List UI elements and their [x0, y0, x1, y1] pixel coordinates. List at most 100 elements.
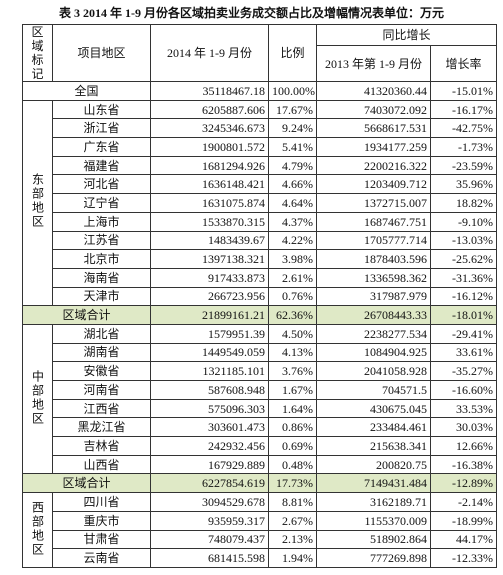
cell: 1449549.059 — [150, 342, 269, 363]
data-row: 东部地区 山东省 6205887.606 17.67% 7403072.092 -16.1… — [22, 99, 498, 307]
cell: -29.41% — [429, 323, 498, 344]
cell: 303601.473 — [150, 417, 269, 438]
cell: 1631075.874 — [150, 193, 269, 213]
area-name: 江西省 — [52, 398, 151, 419]
cell: 1636148.421 — [150, 174, 269, 195]
cell: -12.89% — [429, 473, 498, 494]
area-name: 吉林省 — [52, 436, 151, 456]
cell: 0.69% — [268, 436, 317, 456]
cell: -13.03% — [429, 230, 498, 251]
cell: 2.67% — [268, 510, 317, 531]
region-cell: 中部地区 — [22, 323, 53, 475]
cell: 1084904.925 — [316, 342, 431, 363]
table-head: 区域标记 项目地区 2014 年 1-9 月份 比例 同比增长 2013 年第 … — [22, 23, 498, 82]
cell: 1321185.101 — [150, 361, 269, 381]
header-cell: 2014 年 1-9 月份 — [150, 24, 269, 82]
cell: 33.53% — [429, 398, 498, 419]
area-name: 湖北省 — [52, 323, 151, 344]
header-cell: 2013 年第 1-9 月份 — [316, 45, 431, 82]
data-row: 海南省 917433.873 2.61% 1336598.362 -31.36% — [23, 267, 498, 288]
cell: 7149431.484 — [316, 473, 431, 494]
cell: 3.76% — [268, 361, 317, 381]
cell: -2.14% — [429, 492, 498, 512]
cell: -18.01% — [429, 305, 498, 325]
data-row: 广东省 1900801.572 5.41% 1934177.259 -1.73% — [23, 137, 498, 157]
cell: 1483439.67 — [150, 230, 269, 251]
data-row: 黑龙江省 303601.473 0.86% 233484.461 30.03% — [23, 417, 498, 438]
cell: 3162189.71 — [316, 492, 431, 512]
header-cell: 比例 — [268, 24, 317, 82]
area-name: 山东省 — [52, 99, 151, 120]
cell: 17.67% — [268, 99, 317, 120]
cell: 1203409.712 — [316, 174, 431, 195]
area-name: 河北省 — [52, 174, 151, 195]
region-label: 西部地区 — [30, 500, 45, 557]
cell: 6227854.619 — [150, 473, 269, 494]
cell: -16.12% — [429, 286, 498, 307]
summary-row: 区域合计 21899161.21 62.36% 26708443.33 -18.01% — [22, 305, 498, 325]
data-row: 甘肃省 748079.437 2.13% 518902.864 44.17% — [23, 529, 498, 550]
cell: 167929.889 — [150, 454, 269, 475]
region-label: 中部地区 — [30, 369, 45, 426]
row-label: 区域合计 — [22, 473, 151, 494]
cell: 1.94% — [268, 548, 317, 568]
data-row: 安徽省 1321185.101 3.76% 2041058.928 -35.27% — [23, 361, 498, 381]
cell: 200820.75 — [316, 454, 431, 475]
header-row: 区域标记 项目地区 2014 年 1-9 月份 比例 同比增长 — [22, 23, 498, 82]
data-row: 湖南省 1449549.059 4.13% 1084904.925 33.61% — [23, 342, 498, 363]
cell: 4.64% — [268, 193, 317, 213]
cell: 4.13% — [268, 342, 317, 363]
cell: 1681294.926 — [150, 155, 269, 176]
cell: 3094529.678 — [150, 492, 269, 512]
area-name: 上海市 — [52, 211, 151, 232]
cell: 2.61% — [268, 267, 317, 288]
cell: 1372715.007 — [316, 193, 431, 213]
cell: 3245346.673 — [150, 118, 269, 139]
area-name: 云南省 — [52, 548, 151, 568]
header-cell: 区域标记 — [22, 24, 53, 82]
cell: 44.17% — [429, 529, 498, 550]
cell: 7403072.092 — [316, 99, 431, 120]
cell: 3.98% — [268, 249, 317, 269]
cell: 1397138.321 — [150, 249, 269, 269]
data-row: 重庆市 935959.317 2.67% 1155370.009 -18.99% — [23, 510, 498, 531]
cell: 0.48% — [268, 454, 317, 475]
cell: 2238277.534 — [316, 323, 431, 344]
data-row: 江西省 575096.303 1.64% 430675.045 33.53% — [23, 398, 498, 419]
area-name: 海南省 — [52, 267, 151, 288]
data-row: 河南省 587608.948 1.67% 704571.5 -16.60% — [23, 380, 498, 400]
cell: 4.66% — [268, 174, 317, 195]
cell: 1579951.39 — [150, 323, 269, 344]
data-row: 福建省 1681294.926 4.79% 2200216.322 -23.59% — [23, 155, 498, 176]
cell: 317987.979 — [316, 286, 431, 307]
cell: 1878403.596 — [316, 249, 431, 269]
data-row: 浙江省 3245346.673 9.24% 5668617.531 -42.75% — [23, 118, 498, 139]
cell: -9.10% — [429, 211, 498, 232]
cell: -35.27% — [429, 361, 498, 381]
cell: -42.75% — [429, 118, 498, 139]
cell: -1.73% — [429, 137, 498, 157]
header-row: 2013 年第 1-9 月份 增长率 — [23, 45, 498, 82]
table-title: 表 3 2014 年 1-9 月份各区域拍卖业务成交额占比及增幅情况表单位：万元 — [59, 6, 444, 20]
cell: 2200216.322 — [316, 155, 431, 176]
cell: 33.61% — [429, 342, 498, 363]
table-body: 全国 35118467.18 100.00% 41320360.44 -15.01% 东部… — [22, 81, 498, 568]
cell: 62.36% — [268, 305, 317, 325]
region-label: 东部地区 — [30, 173, 45, 230]
cell: 35118467.18 — [150, 81, 269, 101]
data-row: 江苏省 1483439.67 4.22% 1705777.714 -13.03% — [23, 230, 498, 251]
cell: -16.38% — [429, 454, 498, 475]
area-name: 重庆市 — [52, 510, 151, 531]
cell: 1900801.572 — [150, 137, 269, 157]
cell: 18.82% — [429, 193, 498, 213]
row-label: 区域合计 — [22, 305, 151, 325]
cell: -16.17% — [429, 99, 498, 120]
cell: 748079.437 — [150, 529, 269, 550]
data-row: 河北省 1636148.421 4.66% 1203409.712 35.96% — [23, 174, 498, 195]
region-cell: 东部地区 — [22, 99, 53, 307]
cell: 935959.317 — [150, 510, 269, 531]
row-label: 全国 — [22, 81, 151, 101]
summary-row: 全国 35118467.18 100.00% 41320360.44 -15.01% — [22, 81, 498, 101]
data-row: 吉林省 242932.456 0.69% 215638.341 12.66% — [23, 436, 498, 456]
cell: 1155370.009 — [316, 510, 431, 531]
